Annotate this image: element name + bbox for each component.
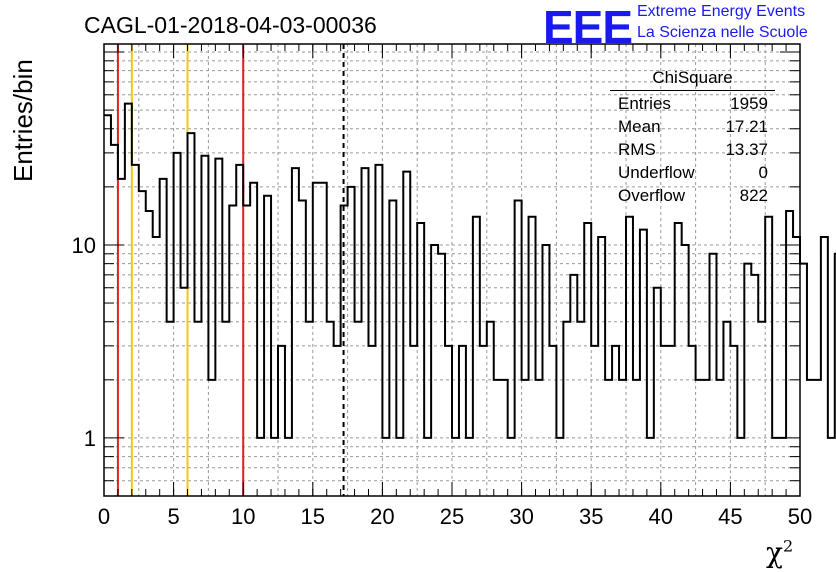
stats-value: 0 (758, 163, 768, 182)
x-tick-label: 50 (788, 504, 812, 529)
stats-title: ChiSquare (610, 68, 775, 91)
y-tick-label: 1 (84, 426, 96, 451)
stats-row-entries: Entries 1959 (610, 92, 768, 115)
x-tick-label: 15 (301, 504, 325, 529)
x-tick-label: 40 (649, 504, 673, 529)
axes: 0 5 10 15 20 25 30 35 40 45 50 1 10 (72, 44, 812, 529)
x-tick-label: 35 (579, 504, 603, 529)
stats-box: ChiSquare Entries 1959 Mean 17.21 RMS 13… (610, 68, 780, 207)
vertical-lines (116, 44, 345, 496)
stats-value: 822 (739, 186, 768, 205)
y-tick-label: 10 (72, 233, 96, 258)
y-axis-label: Entries/bin (8, 59, 38, 182)
stats-row-rms: RMS 13.37 (610, 138, 768, 161)
stats-value: 17.21 (725, 117, 768, 136)
x-tick-label: 25 (440, 504, 464, 529)
stats-row-mean: Mean 17.21 (610, 115, 768, 138)
eee-logo: EEE (543, 1, 633, 53)
x-axis-label-symbol: χ (766, 536, 783, 569)
x-axis-label: χ2 (766, 536, 793, 569)
stats-label: Overflow (618, 186, 686, 205)
x-tick-label: 0 (98, 504, 110, 529)
x-tick-label: 45 (718, 504, 742, 529)
stats-label: Mean (618, 117, 661, 136)
run-title: CAGL-01-2018-04-03-00036 (84, 12, 377, 38)
x-axis-label-exponent: 2 (782, 536, 794, 556)
stats-label: Entries (618, 94, 671, 113)
logo-line-2: La Scienza nelle Scuole (637, 24, 808, 41)
logo-line-1: Extreme Energy Events (637, 3, 806, 20)
stats-row-underflow: Underflow 0 (610, 161, 768, 184)
x-tick-label: 20 (370, 504, 394, 529)
x-tick-label: 10 (231, 504, 255, 529)
stats-label: RMS (618, 140, 656, 159)
stats-label: Underflow (618, 163, 695, 182)
stats-value: 13.37 (725, 140, 768, 159)
stats-value: 1959 (730, 94, 768, 113)
histogram-line (104, 102, 836, 439)
histogram (104, 102, 836, 439)
x-tick-label: 30 (509, 504, 533, 529)
stats-row-overflow: Overflow 822 (610, 184, 768, 207)
x-tick-label: 5 (167, 504, 179, 529)
